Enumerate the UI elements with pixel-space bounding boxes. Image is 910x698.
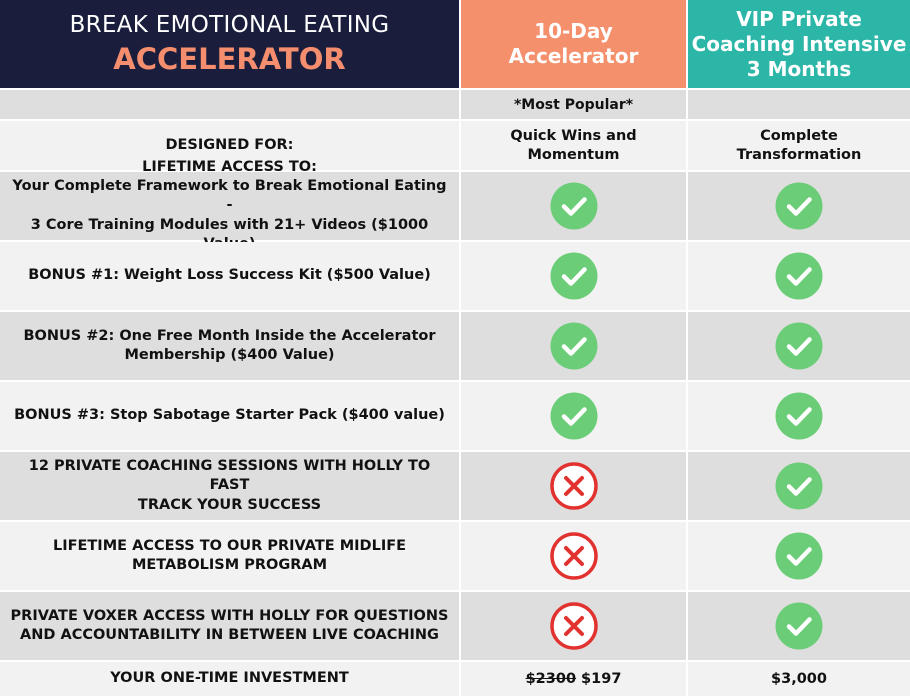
column-divider	[686, 242, 688, 310]
x-icon	[549, 532, 598, 580]
plan-header-vip-line2: Coaching Intensive	[691, 31, 907, 56]
check-icon	[550, 322, 597, 370]
plan-header-vip-line3: 3 Months	[746, 56, 852, 81]
feature-status-10-day	[461, 452, 686, 520]
column-divider	[686, 121, 688, 170]
feature-label-line: Your Complete Framework to Break Emotion…	[12, 178, 447, 214]
column-divider	[686, 662, 688, 696]
feature-label-line: METABOLISM PROGRAM	[131, 557, 328, 573]
feature-label-line: AND ACCOUNTABILITY IN BETWEEN LIVE COACH…	[20, 627, 439, 643]
feature-status-vip	[688, 382, 910, 450]
column-divider	[459, 242, 461, 310]
feature-label-line: 12 PRIVATE COACHING SESSIONS WITH HOLLY …	[28, 458, 431, 494]
column-divider	[459, 662, 461, 696]
column-divider	[686, 0, 688, 88]
column-divider	[686, 452, 688, 520]
column-divider	[459, 90, 461, 119]
designed-for-10-day-line1: Quick Wins and	[510, 128, 637, 145]
designed-for-vip-line1: Complete	[760, 128, 838, 145]
plan-header-10-day-line1: 10-Day	[534, 19, 613, 43]
column-divider	[459, 121, 461, 170]
check-icon	[775, 532, 823, 580]
column-divider	[459, 0, 461, 88]
column-divider	[459, 452, 461, 520]
plan-header-vip: VIP Private Coaching Intensive 3 Months	[688, 0, 910, 88]
feature-status-vip	[688, 522, 910, 590]
check-icon	[775, 392, 823, 440]
feature-label-line: PRIVATE VOXER ACCESS WITH HOLLY FOR QUES…	[10, 607, 449, 624]
price-vip: $3,000	[688, 662, 910, 696]
program-title: BREAK EMOTIONAL EATING ACCELERATOR	[0, 0, 459, 88]
feature-label-line: BONUS #2: One Free Month Inside the Acce…	[23, 327, 436, 344]
feature-label-line: LIFETIME ACCESS TO OUR PRIVATE MIDLIFE	[52, 537, 407, 554]
price-10-day-old: $2300	[525, 670, 577, 687]
designed-for-label: DESIGNED FOR:	[0, 121, 459, 170]
column-divider	[686, 382, 688, 450]
popular-row-empty	[688, 90, 910, 119]
designed-for-vip: Complete Transformation	[688, 121, 910, 170]
feature-label-line: Membership ($400 Value)	[124, 347, 335, 363]
check-icon	[775, 252, 823, 300]
feature-label: BONUS #1: Weight Loss Success Kit ($500 …	[0, 242, 459, 310]
check-icon	[775, 322, 823, 370]
feature-status-10-day	[461, 312, 686, 380]
feature-status-10-day	[461, 242, 686, 310]
check-icon	[775, 602, 823, 650]
feature-status-10-day	[461, 522, 686, 590]
check-icon	[550, 252, 597, 300]
designed-for-10-day-line2: Momentum	[527, 146, 620, 163]
designed-for-10-day: Quick Wins and Momentum	[461, 121, 686, 170]
plan-header-vip-line1: VIP Private	[736, 6, 862, 31]
column-divider	[459, 312, 461, 380]
column-divider	[459, 382, 461, 450]
column-divider	[459, 522, 461, 590]
x-icon	[549, 602, 598, 650]
check-icon	[775, 462, 823, 510]
feature-status-vip	[688, 172, 910, 240]
feature-status-vip	[688, 312, 910, 380]
feature-label: LIFETIME ACCESS TO: Your Complete Framewo…	[0, 159, 459, 252]
check-icon	[775, 182, 823, 230]
feature-label: PRIVATE VOXER ACCESS WITH HOLLY FOR QUES…	[0, 592, 459, 660]
program-title-line2: ACCELERATOR	[113, 41, 346, 76]
price-vip-value: $3,000	[771, 670, 827, 687]
popular-row-label	[0, 90, 459, 119]
feature-status-10-day	[461, 382, 686, 450]
column-divider	[686, 90, 688, 119]
designed-for-text: DESIGNED FOR:	[165, 136, 294, 153]
column-divider	[459, 592, 461, 660]
feature-status-vip	[688, 452, 910, 520]
feature-label: LIFETIME ACCESS TO OUR PRIVATE MIDLIFE ME…	[0, 522, 459, 590]
feature-status-vip	[688, 592, 910, 660]
price-10-day: $2300 $197	[461, 662, 686, 696]
x-icon	[549, 462, 598, 510]
price-10-day-current: $197	[581, 670, 622, 687]
check-icon	[550, 182, 597, 230]
feature-label-line: LIFETIME ACCESS TO:	[142, 159, 317, 176]
feature-status-10-day	[461, 592, 686, 660]
feature-status-vip	[688, 242, 910, 310]
check-icon	[550, 392, 597, 440]
column-divider	[686, 172, 688, 240]
feature-label-line: BONUS #3: Stop Sabotage Starter Pack ($4…	[14, 407, 445, 424]
column-divider	[459, 172, 461, 240]
column-divider	[686, 522, 688, 590]
plan-header-10-day-line2: Accelerator	[508, 44, 639, 68]
feature-status-10-day	[461, 172, 686, 240]
feature-label: BONUS #3: Stop Sabotage Starter Pack ($4…	[0, 382, 459, 450]
designed-for-vip-line2: Transformation	[736, 146, 862, 163]
most-popular-badge: *Most Popular*	[461, 90, 686, 119]
plan-header-10-day: 10-Day Accelerator	[461, 0, 686, 88]
program-title-line1: BREAK EMOTIONAL EATING	[69, 12, 390, 39]
investment-label: YOUR ONE-TIME INVESTMENT	[0, 662, 459, 696]
feature-label-line: TRACK YOUR SUCCESS	[137, 496, 322, 513]
feature-label-line: BONUS #1: Weight Loss Success Kit ($500 …	[28, 267, 431, 284]
investment-label-text: YOUR ONE-TIME INVESTMENT	[110, 670, 349, 687]
feature-label: BONUS #2: One Free Month Inside the Acce…	[0, 312, 459, 380]
column-divider	[686, 312, 688, 380]
column-divider	[686, 592, 688, 660]
feature-label: 12 PRIVATE COACHING SESSIONS WITH HOLLY …	[0, 452, 459, 520]
